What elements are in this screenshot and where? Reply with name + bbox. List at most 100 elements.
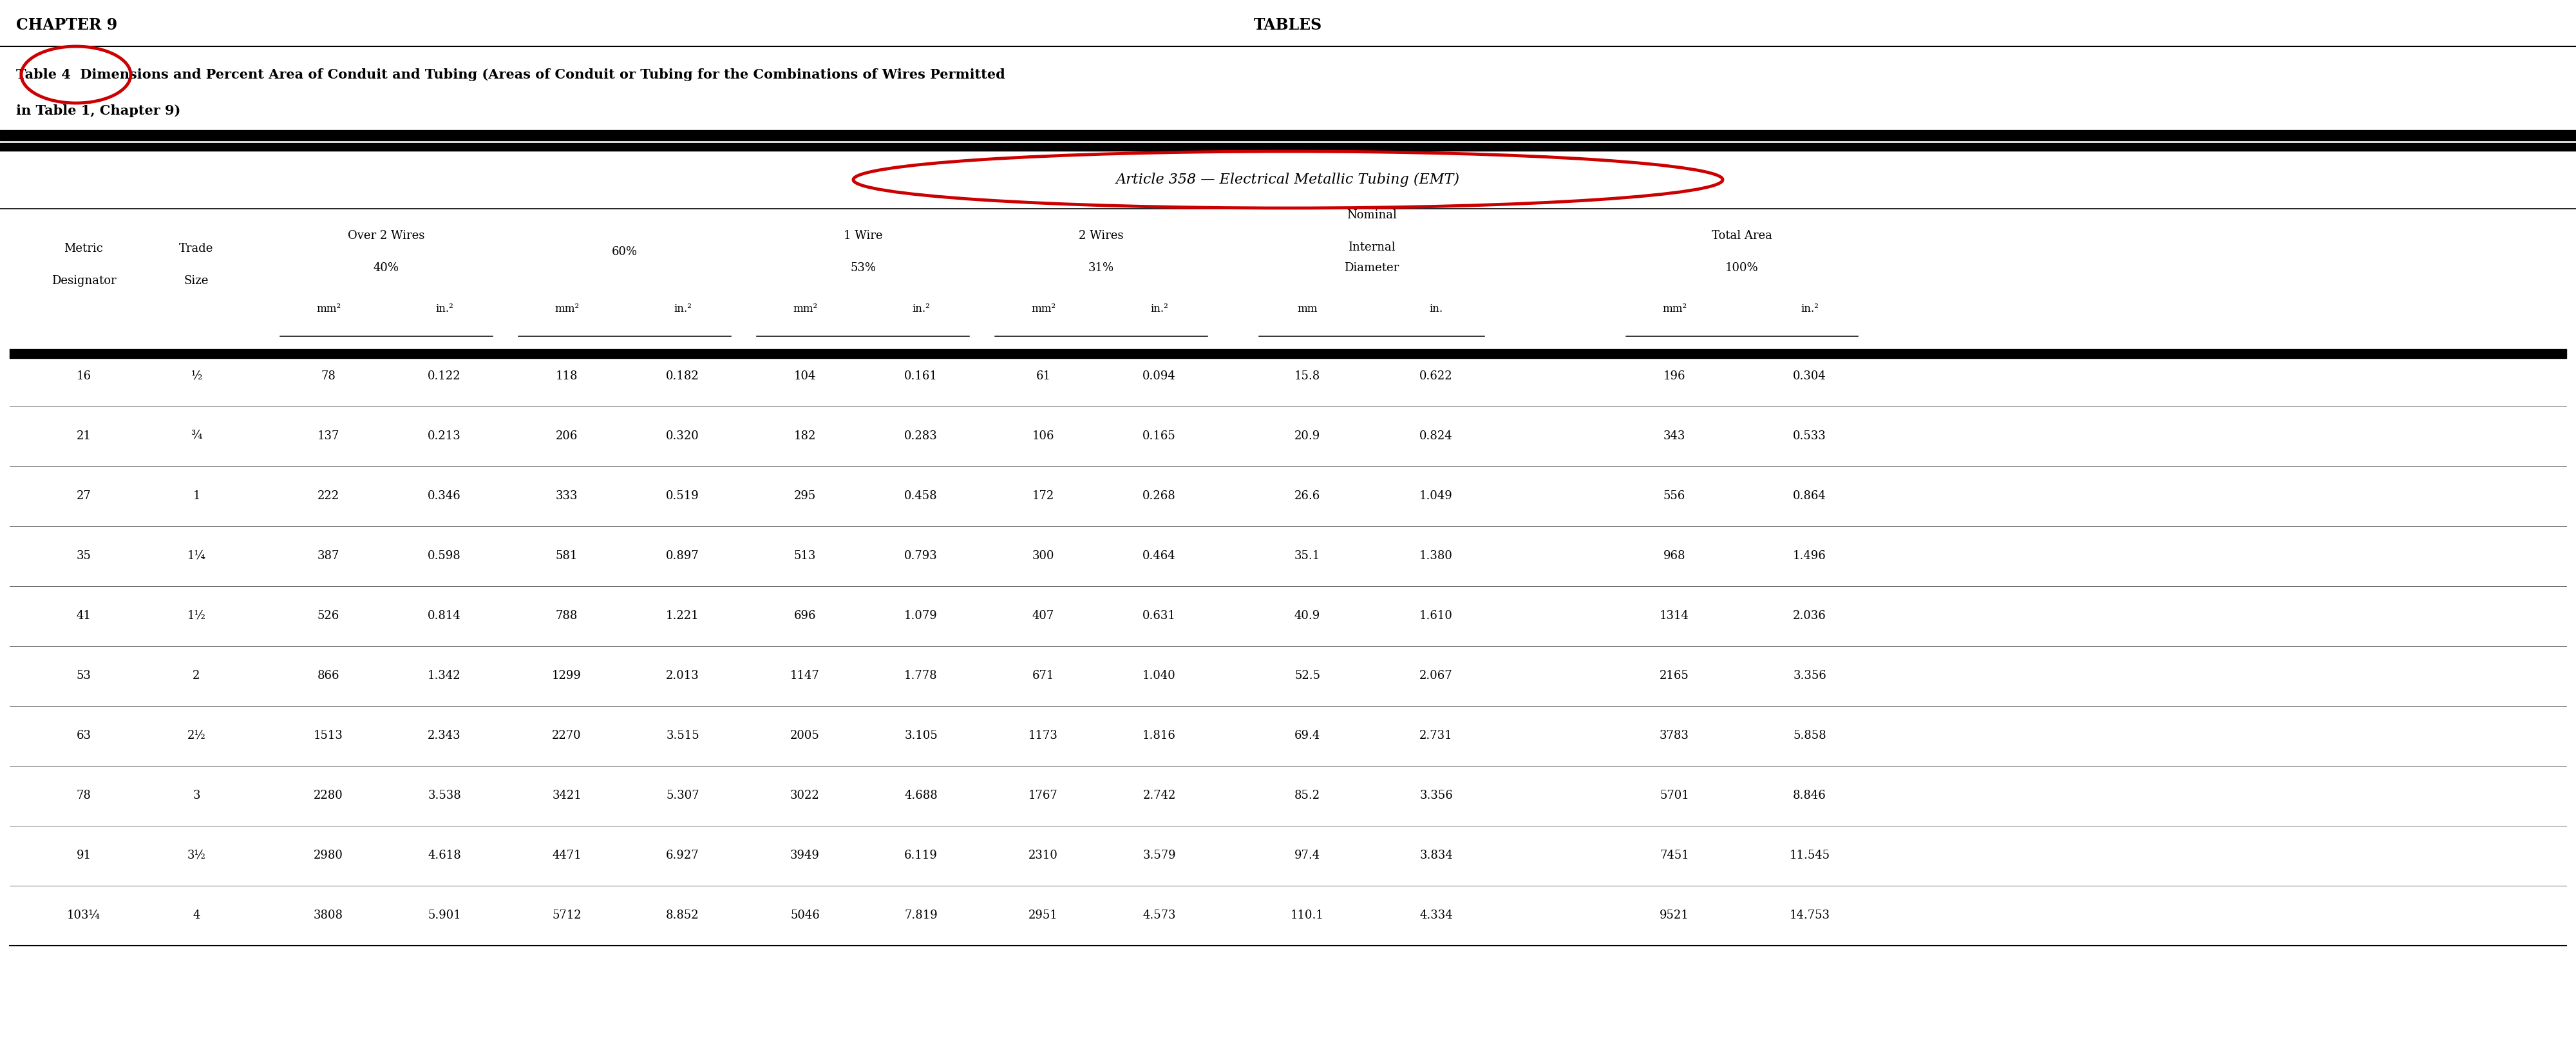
- Text: 35: 35: [77, 550, 90, 561]
- Text: Metric: Metric: [64, 243, 103, 254]
- Text: 4.618: 4.618: [428, 849, 461, 861]
- Text: ¾: ¾: [191, 430, 201, 442]
- Text: 2 Wires: 2 Wires: [1079, 230, 1123, 241]
- Text: 78: 78: [322, 371, 335, 382]
- Text: 0.464: 0.464: [1144, 550, 1175, 561]
- Text: 526: 526: [317, 610, 340, 622]
- Text: 2310: 2310: [1028, 849, 1059, 861]
- Text: 5.858: 5.858: [1793, 730, 1826, 741]
- Text: 110.1: 110.1: [1291, 910, 1324, 921]
- Text: mm²: mm²: [317, 303, 340, 315]
- Text: 118: 118: [556, 371, 577, 382]
- Text: 3.579: 3.579: [1144, 849, 1175, 861]
- Text: Designator: Designator: [52, 275, 116, 287]
- Text: 61: 61: [1036, 371, 1051, 382]
- Text: 2005: 2005: [791, 730, 819, 741]
- Text: 78: 78: [77, 790, 90, 802]
- Text: 1147: 1147: [791, 670, 819, 682]
- Text: 206: 206: [556, 430, 577, 442]
- Text: 1.816: 1.816: [1144, 730, 1175, 741]
- Text: 0.864: 0.864: [1793, 490, 1826, 502]
- Text: 0.519: 0.519: [667, 490, 698, 502]
- Text: 0.304: 0.304: [1793, 371, 1826, 382]
- Text: 0.346: 0.346: [428, 490, 461, 502]
- Text: mm²: mm²: [793, 303, 817, 315]
- Text: 343: 343: [1664, 430, 1685, 442]
- Text: 2951: 2951: [1028, 910, 1059, 921]
- Text: Over 2 Wires: Over 2 Wires: [348, 230, 425, 241]
- Text: 2.731: 2.731: [1419, 730, 1453, 741]
- Text: 2.013: 2.013: [667, 670, 698, 682]
- Text: 300: 300: [1033, 550, 1054, 561]
- Text: 3½: 3½: [188, 849, 206, 861]
- Text: 0.122: 0.122: [428, 371, 461, 382]
- Text: 1314: 1314: [1659, 610, 1690, 622]
- Text: 0.824: 0.824: [1419, 430, 1453, 442]
- Text: 0.182: 0.182: [667, 371, 698, 382]
- Text: 7.819: 7.819: [904, 910, 938, 921]
- Text: 3808: 3808: [314, 910, 343, 921]
- Text: 0.094: 0.094: [1144, 371, 1175, 382]
- Text: 0.283: 0.283: [904, 430, 938, 442]
- Text: 4: 4: [193, 910, 201, 921]
- Text: 6.927: 6.927: [667, 849, 698, 861]
- Text: 5.307: 5.307: [667, 790, 698, 802]
- Text: 172: 172: [1033, 490, 1054, 502]
- Text: 60%: 60%: [611, 246, 639, 257]
- Text: Total Area: Total Area: [1713, 230, 1772, 241]
- Text: 1.040: 1.040: [1144, 670, 1175, 682]
- Text: 2½: 2½: [188, 730, 206, 741]
- Text: 866: 866: [317, 670, 340, 682]
- Text: 0.793: 0.793: [904, 550, 938, 561]
- Text: 1 Wire: 1 Wire: [842, 230, 884, 241]
- Text: 1.079: 1.079: [904, 610, 938, 622]
- Text: 0.897: 0.897: [667, 550, 698, 561]
- Text: 333: 333: [556, 490, 577, 502]
- Text: 788: 788: [556, 610, 577, 622]
- Text: Nominal: Nominal: [1347, 210, 1396, 221]
- Text: Internal: Internal: [1347, 241, 1396, 253]
- Text: Diameter: Diameter: [1345, 263, 1399, 274]
- Text: 15.8: 15.8: [1293, 371, 1321, 382]
- Text: in.²: in.²: [912, 303, 930, 315]
- Text: 2980: 2980: [314, 849, 343, 861]
- Text: 2.036: 2.036: [1793, 610, 1826, 622]
- Text: 7451: 7451: [1659, 849, 1690, 861]
- Text: TABLES: TABLES: [1255, 17, 1321, 33]
- Text: 69.4: 69.4: [1293, 730, 1321, 741]
- Text: 0.533: 0.533: [1793, 430, 1826, 442]
- Text: 63: 63: [77, 730, 90, 741]
- Text: 40.9: 40.9: [1293, 610, 1321, 622]
- Text: 4.334: 4.334: [1419, 910, 1453, 921]
- Text: 9521: 9521: [1659, 910, 1690, 921]
- Text: 1½: 1½: [188, 610, 206, 622]
- Text: 3421: 3421: [551, 790, 582, 802]
- Text: 11.545: 11.545: [1790, 849, 1829, 861]
- Text: 40%: 40%: [374, 263, 399, 274]
- Text: 0.161: 0.161: [904, 371, 938, 382]
- Text: 8.852: 8.852: [667, 910, 698, 921]
- Text: in.²: in.²: [1801, 303, 1819, 315]
- Text: 3.356: 3.356: [1793, 670, 1826, 682]
- Text: in.²: in.²: [435, 303, 453, 315]
- Text: 2.343: 2.343: [428, 730, 461, 741]
- Text: 3: 3: [193, 790, 201, 802]
- Text: 2.067: 2.067: [1419, 670, 1453, 682]
- Text: 52.5: 52.5: [1296, 670, 1319, 682]
- Text: 0.165: 0.165: [1144, 430, 1175, 442]
- Text: 1.778: 1.778: [904, 670, 938, 682]
- Text: 1.380: 1.380: [1419, 550, 1453, 561]
- Text: 1: 1: [193, 490, 201, 502]
- Text: 1.610: 1.610: [1419, 610, 1453, 622]
- Text: 3022: 3022: [791, 790, 819, 802]
- Text: 137: 137: [317, 430, 340, 442]
- Text: Size: Size: [183, 275, 209, 287]
- Text: 1299: 1299: [551, 670, 582, 682]
- Text: 3.538: 3.538: [428, 790, 461, 802]
- Text: 182: 182: [793, 430, 817, 442]
- Text: in Table 1, Chapter 9): in Table 1, Chapter 9): [15, 105, 180, 118]
- Text: 1767: 1767: [1028, 790, 1059, 802]
- Text: 1.342: 1.342: [428, 670, 461, 682]
- Text: 0.814: 0.814: [428, 610, 461, 622]
- Text: 1.496: 1.496: [1793, 550, 1826, 561]
